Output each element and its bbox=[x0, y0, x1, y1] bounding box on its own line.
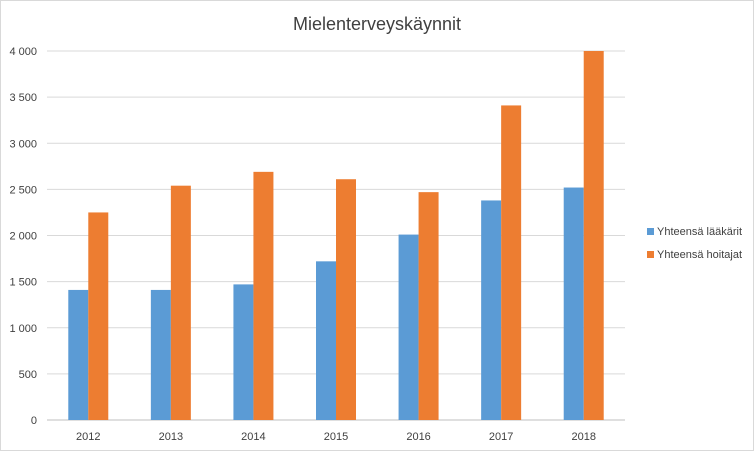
y-tick-label: 500 bbox=[19, 369, 37, 381]
chart-title: Mielenterveyskäynnit bbox=[293, 14, 461, 34]
legend-swatch bbox=[647, 251, 654, 258]
x-axis-ticks: 2012 2013 2014 2015 2016 2017 2018 bbox=[76, 431, 596, 443]
y-tick-label: 0 bbox=[31, 415, 37, 427]
bar-hoitajat-2015 bbox=[336, 179, 356, 420]
bar-laakarit-2014 bbox=[233, 284, 254, 420]
x-tick-label: 2012 bbox=[76, 431, 100, 443]
y-tick-label: 2 000 bbox=[9, 231, 37, 243]
bar-laakarit-2017 bbox=[481, 200, 502, 420]
x-tick-label: 2016 bbox=[406, 431, 430, 443]
y-tick-label: 1 000 bbox=[9, 323, 37, 335]
x-tick-label: 2014 bbox=[241, 431, 265, 443]
y-tick-label: 4 000 bbox=[9, 46, 37, 58]
y-tick-label: 2 500 bbox=[9, 184, 37, 196]
bar-laakarit-2016 bbox=[398, 234, 419, 420]
bar-laakarit-2012 bbox=[68, 289, 89, 420]
y-tick-label: 3 500 bbox=[9, 92, 37, 104]
bar-hoitajat-2012 bbox=[88, 212, 109, 420]
x-tick-label: 2017 bbox=[489, 431, 513, 443]
bar-hoitajat-2014 bbox=[253, 171, 274, 420]
y-axis-ticks: 0 500 1 000 1 500 2 000 2 500 3 000 3 500 4 000 bbox=[9, 46, 37, 427]
y-tick-label: 3 000 bbox=[9, 138, 37, 150]
legend: Yhteensä lääkärit Yhteensä hoitajat bbox=[647, 226, 742, 261]
legend-swatch bbox=[647, 228, 654, 235]
bar-hoitajat-2017 bbox=[501, 105, 522, 421]
legend-label: Yhteensä hoitajat bbox=[657, 249, 742, 261]
x-tick-label: 2018 bbox=[571, 431, 595, 443]
bar-hoitajat-2016 bbox=[418, 192, 439, 420]
bar-laakarit-2013 bbox=[150, 289, 171, 420]
bars bbox=[68, 51, 604, 421]
y-tick-label: 1 500 bbox=[9, 277, 37, 289]
bar-laakarit-2018 bbox=[563, 187, 584, 420]
x-tick-label: 2013 bbox=[159, 431, 183, 443]
bar-hoitajat-2013 bbox=[170, 185, 191, 420]
bar-laakarit-2015 bbox=[316, 261, 336, 420]
x-tick-label: 2015 bbox=[324, 431, 348, 443]
bar-hoitajat-2018 bbox=[583, 51, 604, 420]
legend-label: Yhteensä lääkärit bbox=[657, 226, 742, 238]
